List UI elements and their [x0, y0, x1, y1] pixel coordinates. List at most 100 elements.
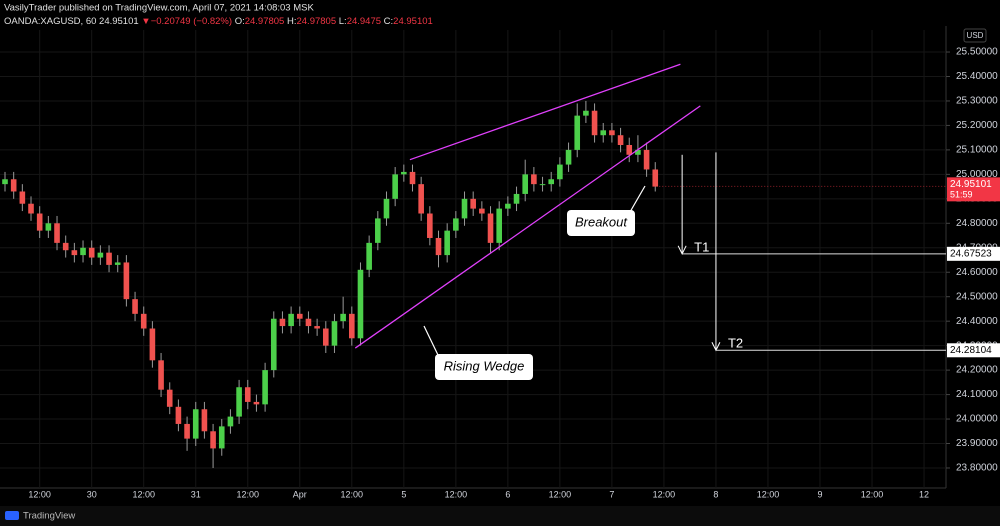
low: 24.9475 — [347, 16, 381, 27]
x-tick-label: 12:00 — [757, 489, 780, 499]
change: −0.20749 (−0.82%) — [151, 16, 232, 27]
breakout-text: Breakout — [575, 214, 628, 229]
y-tick-label: 24.20000 — [956, 365, 998, 376]
candle-body — [557, 164, 563, 180]
candle-body — [54, 223, 60, 243]
candle-body — [548, 179, 555, 185]
candle-body — [609, 130, 615, 136]
candle-body — [479, 208, 485, 214]
x-tick-label: 12 — [919, 489, 929, 499]
candle-body — [175, 406, 182, 424]
candle-body — [158, 360, 164, 390]
candle-body — [288, 313, 294, 327]
y-tick-label: 25.10000 — [956, 145, 998, 156]
candle-body — [652, 169, 659, 187]
y-tick-label: 24.40000 — [956, 316, 998, 327]
target-name: T2 — [728, 336, 743, 351]
callouts: Breakout Rising Wedge — [423, 185, 646, 380]
x-tick-label: 31 — [191, 489, 201, 499]
candle-body — [314, 326, 320, 329]
candle-body — [331, 321, 338, 346]
candle-body — [626, 145, 633, 155]
candle-body — [366, 242, 372, 270]
candle-body — [192, 409, 199, 439]
candle-body — [210, 431, 216, 449]
candle-body — [401, 171, 407, 175]
candle-body — [296, 313, 303, 319]
x-tick-label: Apr — [293, 489, 307, 499]
publisher: VasilyTrader published on TradingView.co… — [4, 3, 314, 14]
countdown: 51:59 — [950, 190, 973, 200]
x-tick-label: 12:00 — [549, 489, 572, 499]
y-tick-label: 24.80000 — [956, 218, 998, 229]
open-label: O: — [235, 16, 245, 27]
y-tick-label: 25.30000 — [956, 96, 998, 107]
candle-body — [409, 171, 416, 185]
candle-body — [383, 198, 390, 219]
y-tick-label: 24.00000 — [956, 414, 998, 425]
candle-body — [617, 135, 624, 145]
candle-body — [19, 191, 26, 204]
candle-body — [418, 184, 424, 214]
y-tick-label: 24.60000 — [956, 267, 998, 278]
candle-body — [322, 328, 329, 346]
last-price: 24.95101 — [950, 179, 992, 190]
candle-body — [375, 218, 381, 243]
logo — [5, 511, 19, 520]
candle-body — [444, 230, 450, 256]
x-tick-label: 12:00 — [28, 489, 51, 499]
y-tick-label: 25.40000 — [956, 71, 998, 82]
currency: USD — [967, 31, 984, 40]
candle-body — [279, 318, 286, 327]
candle-body — [522, 174, 529, 194]
candle-body — [461, 198, 468, 219]
candle-body — [71, 250, 78, 256]
x-tick-label: 30 — [87, 489, 97, 499]
candle-body — [62, 242, 69, 251]
y-tick-label: 25.20000 — [956, 120, 998, 131]
close-label: C: — [384, 16, 394, 27]
candle-body — [583, 110, 589, 116]
candle-body — [262, 370, 268, 405]
candle-body — [539, 184, 546, 186]
x-tick-label: 5 — [401, 489, 406, 499]
candle-body — [244, 387, 251, 402]
candle-body — [453, 218, 459, 231]
last-price-tag — [947, 177, 1000, 202]
candle-body — [496, 208, 502, 243]
candle-body — [236, 387, 242, 417]
candle-body — [349, 313, 355, 339]
candle-body — [357, 269, 364, 339]
close: 24.95101 — [393, 16, 433, 27]
candle-body — [106, 252, 112, 265]
candle-body — [218, 426, 225, 449]
candle-body — [513, 193, 520, 204]
y-tick-label: 23.90000 — [956, 438, 998, 449]
candle-body — [149, 328, 156, 361]
x-tick-label: 12:00 — [132, 489, 155, 499]
candle-body — [184, 423, 190, 439]
candle-body — [227, 416, 234, 427]
price: 24.95101 — [99, 16, 139, 27]
wedge-text: Rising Wedge — [444, 358, 525, 373]
candle-body — [253, 401, 260, 405]
y-tick-label: 24.10000 — [956, 389, 998, 400]
x-tick-label: 8 — [713, 489, 718, 499]
candle-body — [565, 149, 572, 165]
symbol: OANDA:XAGUSD, 60 — [4, 16, 96, 27]
candle-body — [505, 203, 511, 209]
open: 24.97805 — [245, 16, 285, 27]
candle-body — [427, 213, 433, 238]
trend-line — [354, 105, 701, 349]
candle-body — [80, 247, 86, 256]
x-tick-label: 9 — [817, 489, 822, 499]
y-tick-label: 25.50000 — [956, 47, 998, 58]
x-tick-label: 7 — [609, 489, 614, 499]
candle-body — [305, 318, 312, 327]
x-tick-label: 12:00 — [341, 489, 364, 499]
wedge-box — [435, 354, 533, 380]
candle-body — [487, 213, 494, 243]
candle-body — [643, 149, 650, 170]
